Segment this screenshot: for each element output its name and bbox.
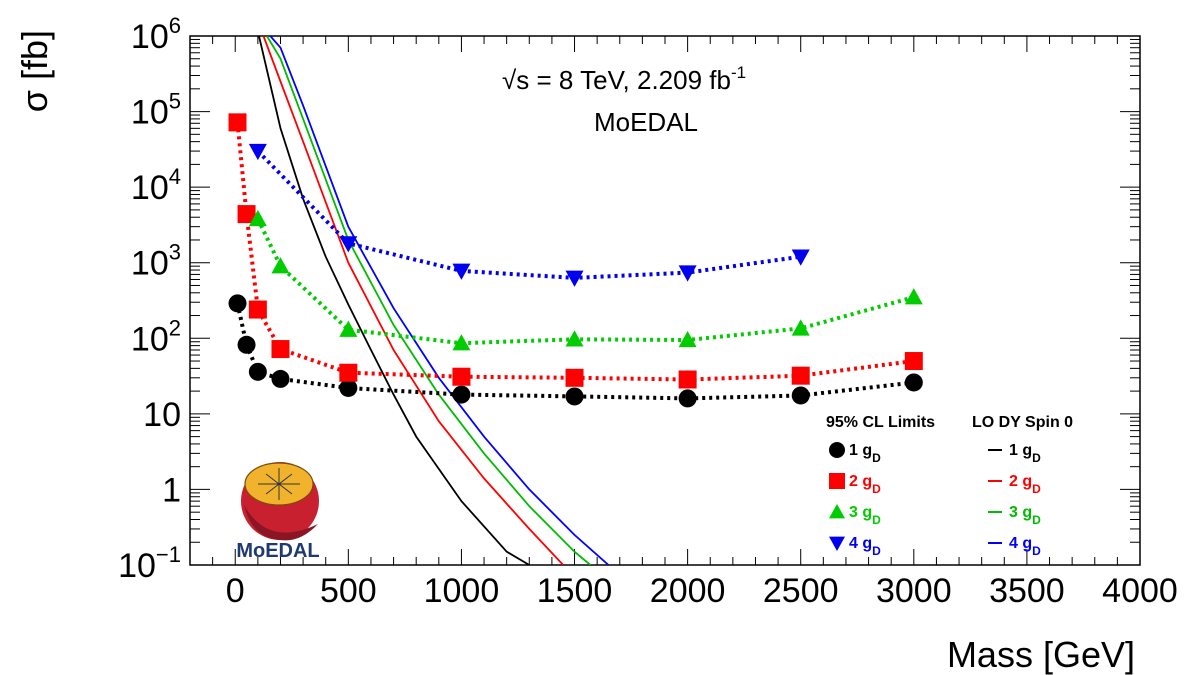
data-point bbox=[248, 143, 267, 161]
moedal-logo: MoEDAL bbox=[236, 462, 320, 562]
data-point bbox=[565, 330, 584, 347]
legend-limits-title: 95% CL Limits bbox=[826, 414, 935, 431]
data-point bbox=[452, 263, 471, 280]
x-tick-label: 4000 bbox=[1102, 572, 1178, 610]
data-point bbox=[248, 362, 267, 381]
data-point bbox=[565, 270, 584, 287]
y-tick-label: 1 bbox=[162, 471, 181, 509]
x-tick-label: 1000 bbox=[424, 572, 500, 610]
legend-theory-label: 3 gD bbox=[1009, 504, 1041, 527]
data-point bbox=[452, 385, 471, 404]
data-point bbox=[228, 113, 247, 132]
legend-theory-title: LO DY Spin 0 bbox=[972, 414, 1073, 431]
limit-series bbox=[228, 113, 923, 408]
y-tick-label: 105 bbox=[131, 89, 181, 132]
limit-line bbox=[235, 122, 915, 382]
data-point bbox=[678, 330, 697, 348]
data-point bbox=[565, 368, 584, 387]
data-point bbox=[791, 249, 810, 266]
legend-theory-label: 2 gD bbox=[1009, 473, 1041, 496]
data-point bbox=[904, 288, 923, 305]
y-tick-label: 106 bbox=[131, 13, 181, 56]
data-point bbox=[228, 294, 247, 313]
data-point bbox=[791, 366, 810, 385]
legend: 95% CL Limits LO DY Spin 0 1 gD 1 gD 2 gD 2… bbox=[826, 414, 1073, 558]
logo-shadow bbox=[244, 505, 318, 541]
luminosity-unit-exponent: -1 bbox=[731, 63, 746, 82]
x-tick-label: 3500 bbox=[989, 572, 1065, 610]
energy-label: = 8 TeV, 2.209 fb bbox=[529, 65, 731, 95]
x-tick-labels: 0 500 1000 1500 2000 2500 3000 3500 4000 bbox=[226, 572, 1178, 610]
logo-text: MoEDAL bbox=[236, 540, 319, 562]
data-point bbox=[829, 473, 845, 489]
legend-limit-label: 4 gD bbox=[849, 535, 881, 558]
data-point bbox=[237, 205, 256, 224]
theory-curve bbox=[258, 36, 530, 565]
theory-curve bbox=[266, 36, 591, 565]
legend-theory-label: 1 gD bbox=[1009, 442, 1041, 465]
data-point bbox=[271, 369, 290, 388]
theory-curve bbox=[269, 36, 610, 565]
logo-arrows-icon bbox=[258, 468, 300, 500]
y-tick-label: 102 bbox=[131, 315, 181, 358]
data-point bbox=[248, 300, 267, 319]
data-point bbox=[452, 334, 471, 351]
data-point bbox=[791, 319, 810, 336]
data-point bbox=[678, 370, 697, 389]
theory-curves bbox=[258, 36, 610, 565]
data-point bbox=[339, 320, 358, 337]
data-point bbox=[678, 265, 697, 282]
x-tick-label: 1500 bbox=[537, 572, 613, 610]
data-point bbox=[829, 504, 845, 519]
data-point bbox=[237, 335, 256, 354]
x-tick-label: 0 bbox=[226, 572, 245, 610]
data-point bbox=[565, 387, 584, 406]
limit-line bbox=[256, 218, 915, 346]
legend-theory-label: 4 gD bbox=[1009, 535, 1041, 558]
data-point bbox=[271, 340, 290, 359]
data-point bbox=[339, 236, 358, 253]
data-point bbox=[452, 367, 471, 386]
y-axis-label: σ [fb] bbox=[14, 30, 55, 112]
legend-limit-label: 2 gD bbox=[849, 473, 881, 496]
x-tick-label: 3000 bbox=[876, 572, 952, 610]
data-point bbox=[271, 257, 290, 274]
data-point bbox=[904, 352, 923, 371]
data-point bbox=[904, 373, 923, 392]
y-tick-label: 104 bbox=[131, 164, 181, 207]
limit-line bbox=[235, 302, 915, 401]
x-tick-label: 2000 bbox=[650, 572, 726, 610]
x-tick-label: 2500 bbox=[763, 572, 839, 610]
theory-curve bbox=[262, 36, 564, 565]
data-point bbox=[248, 209, 267, 227]
y-tick-label: 10−1 bbox=[118, 542, 181, 585]
x-tick-label: 500 bbox=[320, 572, 377, 610]
legend-limit-label: 1 gD bbox=[849, 442, 881, 465]
experiment-annotation: MoEDAL bbox=[594, 107, 698, 137]
energy-annotation: √s = 8 TeV, 2.209 fb-1 bbox=[502, 63, 746, 95]
data-point bbox=[339, 378, 358, 397]
y-tick-label: 10 bbox=[143, 396, 181, 434]
sqrt-s: √s bbox=[502, 65, 529, 95]
data-point bbox=[678, 389, 697, 408]
data-point bbox=[791, 386, 810, 405]
limit-line bbox=[256, 149, 801, 280]
data-point bbox=[829, 536, 845, 551]
legend-limit-label: 3 gD bbox=[849, 504, 881, 527]
axis-ticks bbox=[189, 35, 1141, 566]
x-axis-label: Mass [GeV] bbox=[947, 634, 1135, 675]
data-point bbox=[829, 442, 845, 458]
data-point bbox=[339, 363, 358, 382]
y-tick-label: 103 bbox=[131, 240, 181, 283]
